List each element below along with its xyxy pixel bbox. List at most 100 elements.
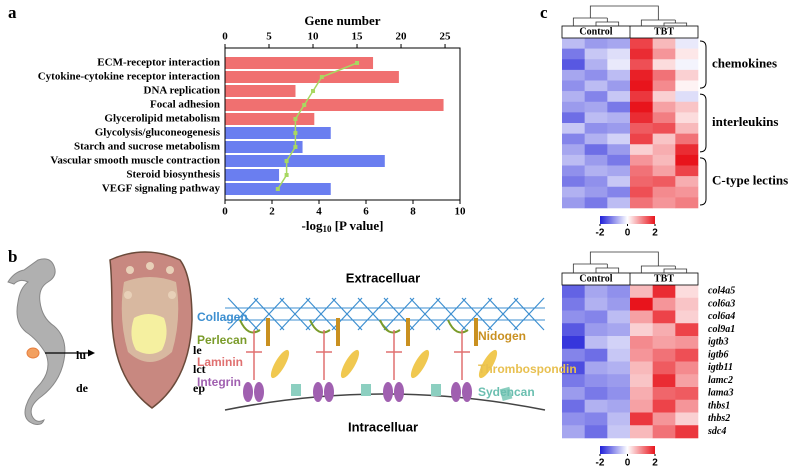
heat-cell xyxy=(630,101,653,113)
heat-cell xyxy=(675,374,699,388)
heat-cell xyxy=(652,348,676,362)
heat-cell xyxy=(630,197,653,209)
x-tick-label: 8 xyxy=(410,206,416,218)
heat-cell xyxy=(584,48,608,60)
row-bracket xyxy=(699,157,707,206)
color-tick-label: -2 xyxy=(596,458,605,469)
color-bar xyxy=(600,446,655,454)
row-label: col6a4 xyxy=(708,311,735,322)
protein-label: Laminin xyxy=(197,355,243,369)
group-label: TBT xyxy=(654,273,674,284)
heat-cell xyxy=(630,38,653,49)
heat-cell xyxy=(630,165,653,177)
row-label: col4a5 xyxy=(708,286,735,297)
seahorse xyxy=(7,258,66,425)
heat-cell xyxy=(607,101,631,113)
perlecan xyxy=(447,319,469,334)
heat-cell xyxy=(630,323,653,337)
gene-point xyxy=(355,61,360,65)
perlecan xyxy=(379,319,401,334)
heat-cell xyxy=(607,310,631,324)
heat-cell xyxy=(584,112,608,124)
integrin xyxy=(243,382,253,402)
x-axis-label-part: -log xyxy=(302,218,323,233)
x2-tick-label: 25 xyxy=(440,31,452,43)
heat-cell xyxy=(584,176,608,188)
panel-label: c xyxy=(540,3,548,22)
heat-cell xyxy=(652,133,676,145)
x-axis-label-part: 10 xyxy=(322,224,332,234)
heat-cell xyxy=(675,165,699,177)
heat-cell xyxy=(562,59,585,71)
row-label: lamc2 xyxy=(708,375,733,386)
heat-cell xyxy=(630,310,653,324)
heat-cell xyxy=(675,80,699,92)
integrin xyxy=(313,382,323,402)
category-label: Steroid biosynthesis xyxy=(126,169,220,181)
heat-cell xyxy=(675,336,699,350)
pouch-spot xyxy=(26,347,40,359)
heat-cell xyxy=(630,144,653,156)
heat-cell xyxy=(652,38,676,49)
tissue-label: lu xyxy=(76,348,86,362)
row-label: lama3 xyxy=(708,388,734,399)
row-label: col9a1 xyxy=(708,324,735,335)
intracellular-label: Intracelluar xyxy=(348,419,418,434)
protein-label: Integrin xyxy=(197,375,241,389)
x-axis-label-part: [P value] xyxy=(331,218,383,233)
perlecan xyxy=(239,319,261,334)
heat-cell xyxy=(607,154,631,166)
heat-cell xyxy=(584,361,608,375)
heat-cell xyxy=(652,123,676,134)
x-tick-label: 0 xyxy=(222,206,228,218)
thrombospondin xyxy=(340,349,360,379)
heat-cell xyxy=(607,399,631,413)
heat-cell xyxy=(584,336,608,350)
heat-cell xyxy=(652,112,676,124)
heat-cell xyxy=(562,310,585,324)
panel-label: a xyxy=(8,3,17,22)
heat-cell xyxy=(562,323,585,337)
x2-tick-label: 10 xyxy=(308,31,320,43)
heat-cell xyxy=(675,297,699,311)
row-group-label: interleukins xyxy=(712,114,778,129)
category-label: ECM-receptor interaction xyxy=(97,57,220,69)
gene-line xyxy=(277,62,358,190)
protein-label: Perlecan xyxy=(197,333,247,347)
integrin xyxy=(383,382,393,402)
heat-cell xyxy=(584,133,608,145)
heat-cell xyxy=(652,154,676,166)
heat-cell xyxy=(675,91,699,103)
heat-cell xyxy=(630,123,653,134)
heat-cell xyxy=(607,387,631,401)
color-tick-label: 2 xyxy=(652,458,658,469)
heat-cell xyxy=(652,101,676,113)
heat-cell xyxy=(630,91,653,103)
category-label: Glycerolipid metabolism xyxy=(104,113,220,125)
group-label: Control xyxy=(579,273,612,284)
heat-cell xyxy=(630,133,653,145)
collagen-fiber xyxy=(487,297,519,331)
pouch-dot xyxy=(124,291,132,299)
heat-cell xyxy=(584,412,608,426)
heat-cell xyxy=(675,48,699,60)
heat-cell xyxy=(607,165,631,177)
heat-cell xyxy=(562,285,585,299)
heat-cell xyxy=(607,186,631,198)
heat-cell xyxy=(630,361,653,375)
heat-cell xyxy=(607,336,631,350)
heat-cell xyxy=(607,176,631,188)
heat-cell xyxy=(607,361,631,375)
heat-cell xyxy=(562,165,585,177)
heat-cell xyxy=(562,348,585,362)
heat-cell xyxy=(675,69,699,81)
bar xyxy=(225,141,303,153)
row-label: igtb6 xyxy=(708,349,729,360)
collagen-fiber xyxy=(227,297,259,331)
integrin xyxy=(462,382,472,402)
heat-cell xyxy=(675,133,699,145)
gene-point xyxy=(311,89,316,93)
row-label: igtb11 xyxy=(708,362,733,373)
heat-cell xyxy=(675,176,699,188)
